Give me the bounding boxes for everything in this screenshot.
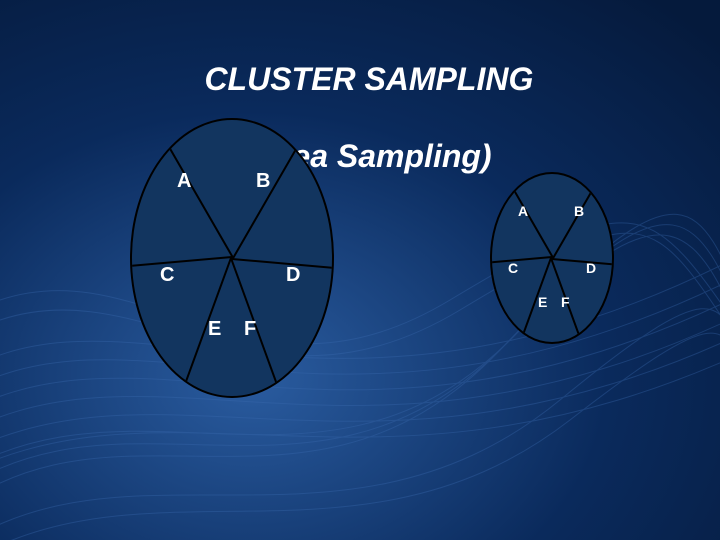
segment-divider [490,256,552,270]
segment-label-f: F [561,294,570,310]
segment-label-a: A [518,203,528,219]
segment-label-f: F [244,318,256,341]
segment-label-b: B [574,203,584,219]
small-cluster-diagram: A B C D EF [490,172,614,344]
segment-label-d: D [586,260,596,276]
small-oval [490,172,614,344]
large-cluster-diagram: A B C D EF [130,118,334,398]
segment-divider [130,256,232,278]
title-line1: CLUSTER SAMPLING [204,61,533,97]
segment-label-c: C [160,264,174,287]
segment-label-d: D [286,264,300,287]
segment-label-a: A [177,170,191,193]
segment-divider [552,258,614,272]
segment-label-b: B [256,170,270,193]
large-oval [130,118,334,398]
segment-divider [232,258,334,280]
segment-label-c: C [508,260,518,276]
segment-label-e: E [208,318,221,341]
segment-divider [232,118,334,259]
segment-label-e: E [538,294,547,310]
page-title: CLUSTER SAMPLING (Area Sampling) [0,22,720,176]
